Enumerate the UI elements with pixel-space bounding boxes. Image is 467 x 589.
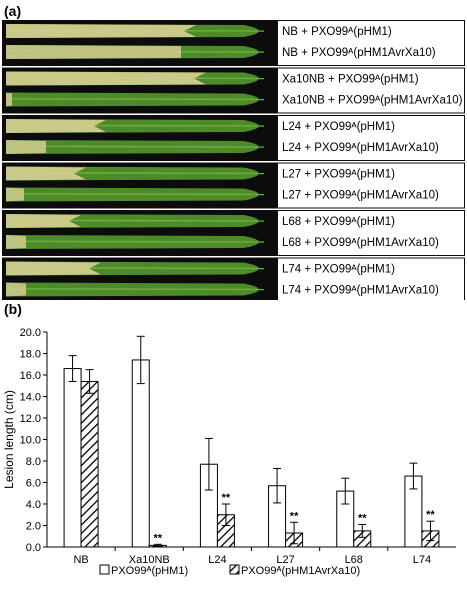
- y-tick-label: 20.0: [20, 327, 41, 339]
- control-leaf: [5, 24, 265, 38]
- x-tick-label: L68: [345, 554, 363, 566]
- leaf-label-avr: L68 + PXO99ᴬ(pHM1AvrXa10): [282, 237, 439, 249]
- significance-label: **: [358, 512, 367, 524]
- leaf-pair-3: L24 + PXO99ᴬ(pHM1) L24 + PXO99ᴬ(pHM1AvrXa…: [2, 115, 465, 161]
- control-leaf: [5, 119, 265, 133]
- avr-leaf: [5, 45, 265, 59]
- legend-label: PXO99ᴬ(pHM1): [111, 565, 188, 577]
- leaf-label-avr: Xa10NB + PXO99ᴬ(pHM1AvrXa10): [282, 95, 463, 107]
- x-tick-label: NB: [73, 554, 88, 566]
- y-tick-label: 14.0: [20, 392, 41, 404]
- leaf-photo-figure: (a) NB + PXO99ᴬ(pHM1) NB + PXO99ᴬ(pHM1Avr…: [2, 3, 465, 304]
- error-bar: [426, 520, 435, 542]
- x-tick-label: L74: [413, 554, 431, 566]
- error-bar: [409, 462, 418, 490]
- leaf-pair-2: Xa10NB + PXO99ᴬ(pHM1) Xa10NB + PXO99ᴬ(pHM…: [2, 67, 465, 114]
- error-bar: [358, 523, 367, 538]
- error-bar: [341, 477, 350, 505]
- y-tick-label: 10.0: [20, 435, 41, 447]
- lesion-length-chart-panel: (b) 0.0 2.0 4.0 6.0 8.0 10.0 12.0 14.0 16.0 18.0 2…: [0, 300, 467, 584]
- y-tick-label: 6.0: [26, 478, 41, 490]
- y-tick-label: 4.0: [26, 499, 41, 511]
- leaf-label-avr: NB + PXO99ᴬ(pHM1AvrXa10): [282, 47, 436, 59]
- avr-leaf: [5, 235, 265, 249]
- y-tick-label: 0.0: [26, 542, 41, 554]
- control-leaf: [5, 214, 265, 228]
- leaf-label-control: L27 + PXO99ᴬ(pHM1): [282, 169, 395, 181]
- significance-label: **: [426, 509, 435, 521]
- legend: PXO99ᴬ(pHM1) PXO99ᴬ(pHM1AvrXa10): [99, 564, 360, 577]
- leaf-pair-6: L74 + PXO99ᴬ(pHM1) L74 + PXO99ᴬ(pHM1AvrXa…: [2, 257, 465, 304]
- avr-leaf: [5, 282, 265, 297]
- x-tick-label: L27: [276, 554, 294, 566]
- leaf-label-avr: L24 + PXO99ᴬ(pHM1AvrXa10): [282, 142, 439, 154]
- avr-leaf: [5, 92, 265, 107]
- leaf-label-control: Xa10NB + PXO99ᴬ(pHM1): [282, 74, 419, 86]
- leaf-label-control: NB + PXO99ᴬ(pHM1): [282, 26, 392, 38]
- y-tick-label: 2.0: [26, 521, 41, 533]
- significance-label: **: [153, 532, 162, 544]
- leaf-label-avr: L74 + PXO99ᴬ(pHM1AvrXa10): [282, 285, 439, 297]
- lesion-length-chart: (b) 0.0 2.0 4.0 6.0 8.0 10.0 12.0 14.0 16.0 18.0 2…: [2, 301, 456, 577]
- leaf-pair-4: L27 + PXO99ᴬ(pHM1) L27 + PXO99ᴬ(pHM1AvrXa…: [2, 162, 465, 209]
- bar-phm1-xa10nb: [131, 359, 150, 548]
- leaf-label-control: L68 + PXO99ᴬ(pHM1): [282, 216, 395, 228]
- y-tick-label: 16.0: [20, 370, 41, 382]
- y-axis-label: Lesion length (cm): [2, 390, 16, 489]
- error-bar: [273, 468, 282, 504]
- leaf-pair-5: L68 + PXO99ᴬ(pHM1) L68 + PXO99ᴬ(pHM1AvrXa…: [2, 210, 465, 256]
- error-bar: [290, 521, 299, 545]
- x-tick-label: L24: [208, 554, 226, 566]
- leaf-label-avr: L27 + PXO99ᴬ(pHM1AvrXa10): [282, 190, 439, 202]
- y-tick-label: 18.0: [20, 349, 41, 361]
- error-bar: [68, 355, 77, 382]
- error-bar: [153, 543, 162, 547]
- y-tick-label: 12.0: [20, 413, 41, 425]
- legend-swatch: [99, 564, 110, 575]
- y-tick-label: 8.0: [26, 456, 41, 468]
- control-leaf: [5, 166, 265, 181]
- error-bar: [136, 335, 145, 385]
- bar-avrxa10-nb: [80, 380, 99, 548]
- bar-phm1-nb: [63, 368, 82, 548]
- error-bar: [85, 369, 94, 394]
- leaf-photo-panel: (a) NB + PXO99ᴬ(pHM1) NB + PXO99ᴬ(pHM1Avr…: [2, 3, 465, 304]
- avr-leaf: [5, 140, 265, 154]
- control-leaf: [5, 71, 265, 86]
- legend-swatch: [229, 564, 240, 575]
- leaf-pair-1: NB + PXO99ᴬ(pHM1) NB + PXO99ᴬ(pHM1AvrXa10…: [2, 20, 465, 66]
- error-bar: [204, 437, 213, 491]
- leaf-label-control: L74 + PXO99ᴬ(pHM1): [282, 264, 395, 276]
- leaf-label-control: L24 + PXO99ᴬ(pHM1): [282, 121, 395, 133]
- significance-label: **: [290, 510, 299, 522]
- panel-b-letter: (b): [4, 301, 22, 317]
- legend-label: PXO99ᴬ(pHM1AvrXa10): [241, 565, 360, 577]
- panel-a-letter: (a): [4, 3, 21, 19]
- avr-leaf: [5, 187, 265, 202]
- error-bar: [221, 503, 230, 526]
- significance-label: **: [222, 492, 231, 504]
- x-tick-label: Xa10NB: [129, 554, 170, 566]
- control-leaf: [5, 261, 265, 276]
